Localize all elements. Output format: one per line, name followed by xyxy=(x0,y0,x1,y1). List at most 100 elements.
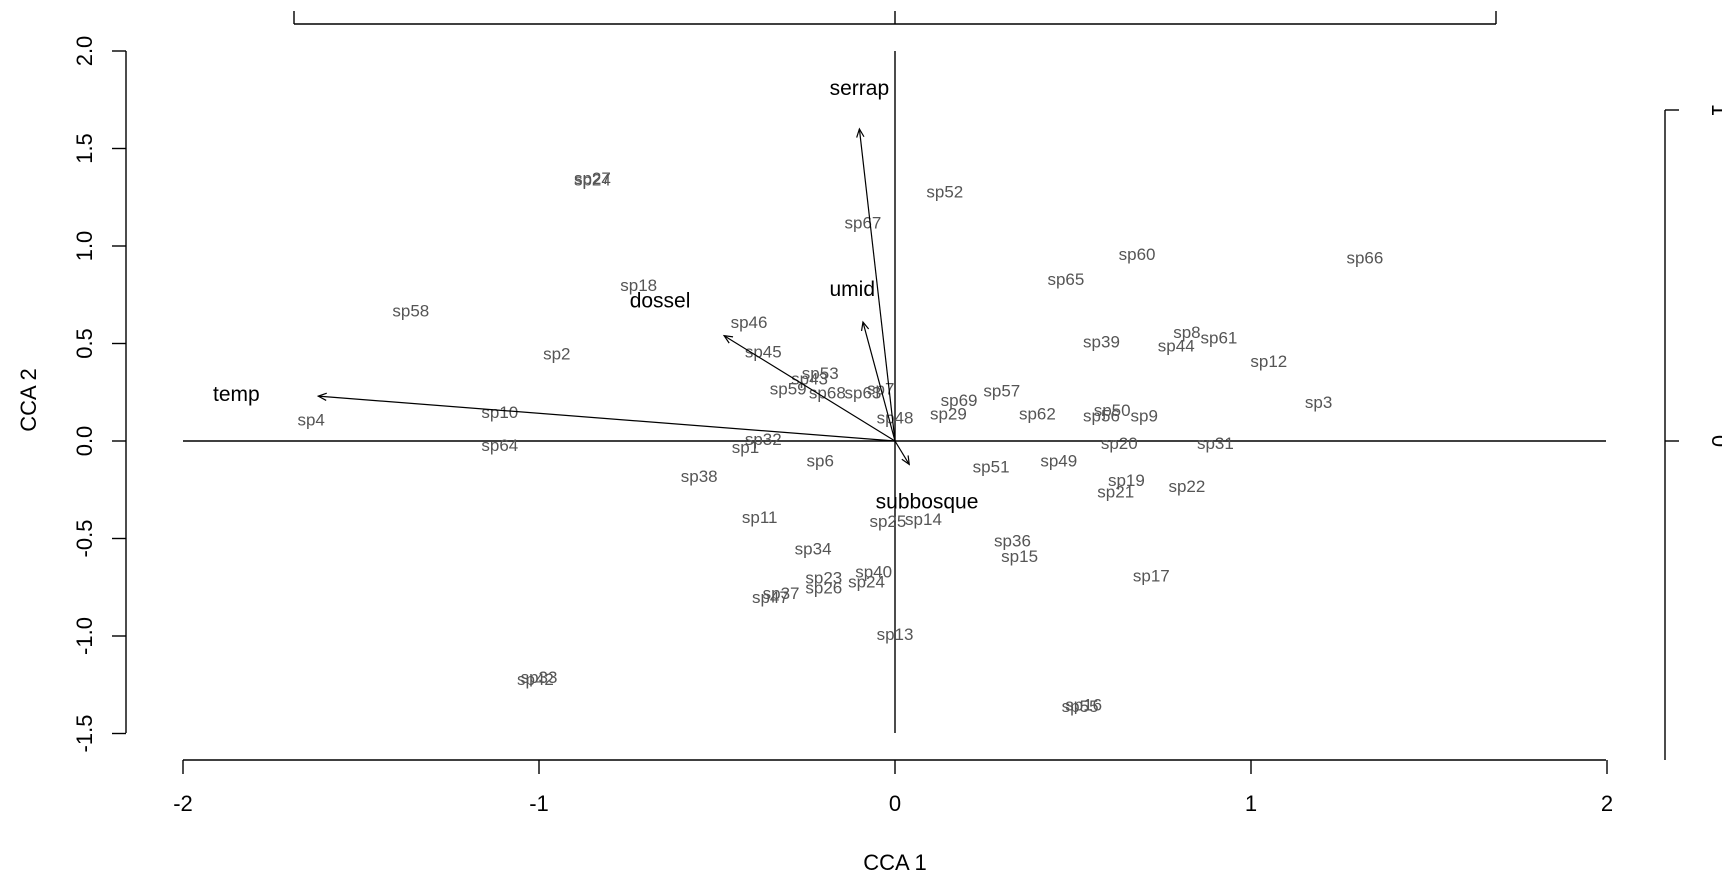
species-label-sp69: sp69 xyxy=(941,391,978,410)
species-label-sp21: sp21 xyxy=(1097,483,1134,502)
species-label-sp9: sp9 xyxy=(1130,407,1157,426)
species-label-sp18: sp18 xyxy=(620,276,657,295)
species-label-sp29: sp29 xyxy=(930,405,967,424)
species-label-sp58: sp58 xyxy=(392,301,429,320)
species-label-sp68: sp68 xyxy=(809,383,846,402)
y-axis-title: CCA 2 xyxy=(16,368,41,432)
vector-arrow-subbosque xyxy=(894,440,910,465)
right-tick-label-1: 1 xyxy=(1707,104,1722,116)
y-tick-label: 0.0 xyxy=(72,426,97,457)
species-label-sp45: sp45 xyxy=(745,342,782,361)
right-axis: 1 0 xyxy=(1664,104,1722,760)
species-label-sp15: sp15 xyxy=(1001,547,1038,566)
species-label-sp38: sp38 xyxy=(681,467,718,486)
x-axis: -2 -1 0 1 2 xyxy=(173,759,1613,816)
species-label-sp56: sp56 xyxy=(1083,407,1120,426)
species-label-sp12: sp12 xyxy=(1250,352,1287,371)
species-label-sp24: sp24 xyxy=(574,171,611,190)
species-label-sp48: sp48 xyxy=(877,409,914,428)
species-label-sp43: sp43 xyxy=(791,370,828,389)
vector-arrow-umid xyxy=(862,321,896,442)
species-label-sp27: sp27 xyxy=(574,169,611,188)
species-label-sp55: sp55 xyxy=(1062,697,1099,716)
y-tick-label: 1.5 xyxy=(72,133,97,164)
species-label-sp59: sp59 xyxy=(770,379,807,398)
vector-arrowhead-subbosque xyxy=(901,455,911,466)
species-label-sp47: sp47 xyxy=(752,588,789,607)
species-label-sp31: sp31 xyxy=(1197,434,1234,453)
species-label-sp34: sp34 xyxy=(795,539,832,558)
species-label-sp22: sp22 xyxy=(1168,477,1205,496)
species-label-sp51: sp51 xyxy=(973,457,1010,476)
x-axis-title: CCA 1 xyxy=(863,850,927,875)
x-tick-label: -1 xyxy=(529,791,549,816)
vector-label-umid: umid xyxy=(830,278,876,301)
vector-arrowhead-dossel xyxy=(722,334,734,344)
species-label-sp49: sp49 xyxy=(1040,452,1077,471)
species-label-sp3: sp3 xyxy=(1305,393,1332,412)
y-axis: -1.5 -1.0 -0.5 0.0 0.5 1.0 1.5 2.0 xyxy=(72,36,127,753)
y-tick-label: -1.0 xyxy=(72,617,97,655)
species-label-sp37: sp37 xyxy=(763,584,800,603)
species-label-sp65: sp65 xyxy=(1047,270,1084,289)
species-label-sp60: sp60 xyxy=(1119,245,1156,264)
species-label-sp6: sp6 xyxy=(807,452,834,471)
right-tick-label-0: 0 xyxy=(1707,435,1722,447)
y-tick-label: 2.0 xyxy=(72,36,97,67)
x-tick-label: 0 xyxy=(889,791,901,816)
vector-label-serrap: serrap xyxy=(830,77,890,100)
species-label-sp64: sp64 xyxy=(481,436,518,455)
species-label-sp39: sp39 xyxy=(1083,333,1120,352)
vector-arrowhead-serrap xyxy=(856,127,865,138)
vector-arrowhead-temp xyxy=(316,392,327,401)
species-label-sp23: sp23 xyxy=(805,569,842,588)
species-label-sp14: sp14 xyxy=(905,510,942,529)
vector-arrowhead-umid xyxy=(860,320,870,332)
species-label-sp24: sp24 xyxy=(848,572,885,591)
species-label-sp50: sp50 xyxy=(1094,401,1131,420)
species-label-sp26: sp26 xyxy=(805,578,842,597)
species-label-sp16: sp16 xyxy=(1065,695,1102,714)
species-label-sp46: sp46 xyxy=(731,313,768,332)
vector-arrow-dossel xyxy=(723,335,896,442)
species-label-sp20: sp20 xyxy=(1101,434,1138,453)
top-axis xyxy=(293,11,1497,25)
species-label-sp8: sp8 xyxy=(1173,323,1200,342)
species-label-sp67: sp67 xyxy=(845,214,882,233)
species-label-sp2: sp2 xyxy=(543,344,570,363)
species-label-sp33: sp33 xyxy=(521,668,558,687)
y-tick-label: -1.5 xyxy=(72,715,97,753)
x-tick-label: 1 xyxy=(1245,791,1257,816)
species-label-sp66: sp66 xyxy=(1346,249,1383,268)
species-label-sp42: sp42 xyxy=(517,670,554,689)
species-label-sp17: sp17 xyxy=(1133,567,1170,586)
y-tick-label: -0.5 xyxy=(72,520,97,558)
y-tick-label: 0.5 xyxy=(72,328,97,359)
x-tick-label: 2 xyxy=(1601,791,1613,816)
species-label-sp63: sp63 xyxy=(845,383,882,402)
species-label-sp57: sp57 xyxy=(983,381,1020,400)
species-label-sp25: sp25 xyxy=(869,512,906,531)
environmental-vectors: serrap umid dossel temp subbosque xyxy=(213,77,978,513)
species-label-sp13: sp13 xyxy=(877,625,914,644)
species-label-sp32: sp32 xyxy=(745,430,782,449)
species-label-sp44: sp44 xyxy=(1158,336,1195,355)
species-label-sp36: sp36 xyxy=(994,531,1031,550)
x-tick-label: -2 xyxy=(173,791,193,816)
species-label-sp10: sp10 xyxy=(481,403,518,422)
vector-arrow-serrap xyxy=(858,128,896,442)
species-label-sp11: sp11 xyxy=(742,508,778,527)
species-label-sp40: sp40 xyxy=(855,563,892,582)
species-label-sp53: sp53 xyxy=(802,364,839,383)
species-label-sp4: sp4 xyxy=(297,411,324,430)
vector-label-subbosque: subbosque xyxy=(876,490,979,513)
vector-arrow-temp xyxy=(318,395,896,442)
species-label-sp52: sp52 xyxy=(926,182,963,201)
species-label-sp61: sp61 xyxy=(1201,329,1238,348)
species-label-sp19: sp19 xyxy=(1108,471,1145,490)
species-label-sp62: sp62 xyxy=(1019,405,1056,424)
vector-label-dossel: dossel xyxy=(630,290,691,313)
species-label-sp1: sp1 xyxy=(732,438,759,457)
